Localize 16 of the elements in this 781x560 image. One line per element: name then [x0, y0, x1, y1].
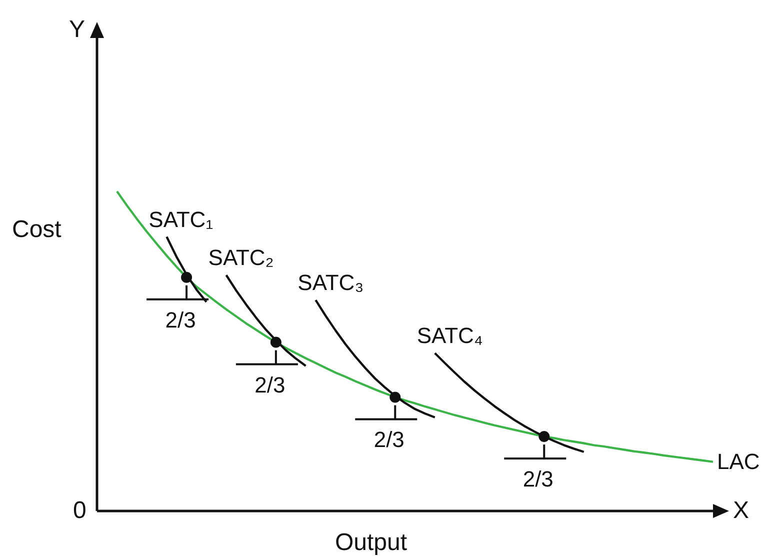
- series-label: SATC₂: [208, 245, 274, 270]
- text: X: [733, 497, 750, 524]
- series-label: SATC₃: [298, 270, 364, 296]
- point: [538, 431, 550, 442]
- text: Y: [69, 16, 86, 43]
- y-axis-title: Cost: [12, 216, 62, 243]
- point: [390, 392, 401, 403]
- text: 0: [73, 497, 86, 524]
- annotation: 2/3: [254, 372, 286, 398]
- annotation: 2/3: [374, 427, 404, 452]
- x-axis-title: Output: [335, 529, 408, 556]
- annotation: 2/3: [522, 466, 554, 492]
- series-label: SATC₁: [148, 206, 214, 232]
- annotation: 2/3: [165, 307, 196, 332]
- series-label: LAC: [717, 448, 760, 474]
- series-label: SATC₄: [416, 323, 483, 348]
